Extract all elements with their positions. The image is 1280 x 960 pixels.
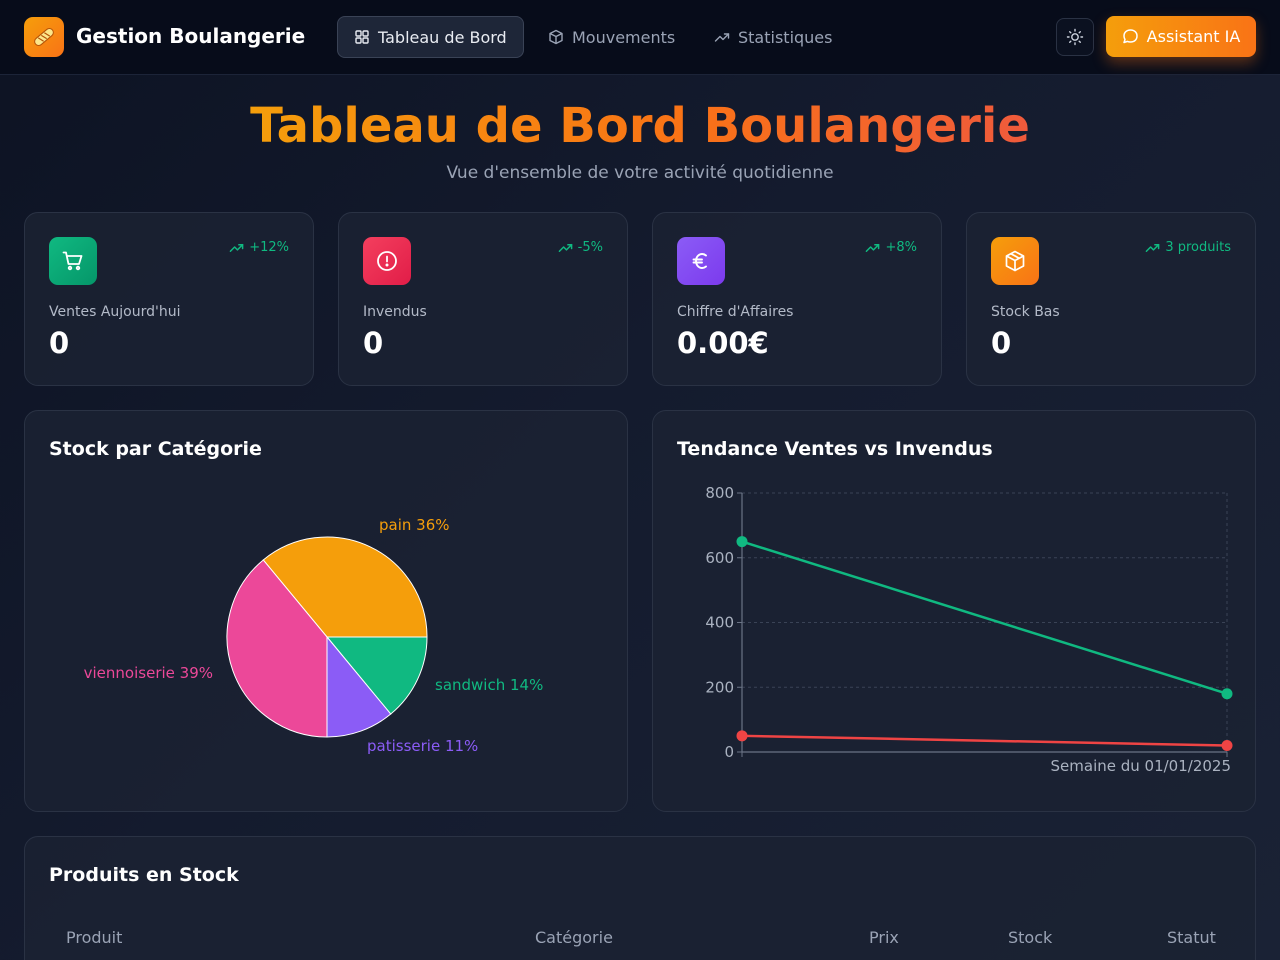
- trending-up-icon: [558, 243, 573, 252]
- stat-label: Stock Bas: [991, 304, 1060, 320]
- stat-value: 0.00€: [677, 326, 769, 360]
- euro-icon: [677, 237, 725, 285]
- pie-label-sandwich: sandwich 14%: [435, 676, 543, 694]
- stat-label: Ventes Aujourd'hui: [49, 304, 181, 320]
- y-tick-label: 0: [724, 743, 734, 761]
- sun-icon: [1066, 28, 1084, 46]
- app-brand: Gestion Boulangerie: [76, 24, 306, 48]
- series-point-1[interactable]: [736, 730, 748, 742]
- pie-label-patisserie: patisserie 11%: [367, 737, 478, 755]
- tab-dashboard-label: Tableau de Bord: [378, 27, 507, 47]
- tab-statistics-label: Statistiques: [738, 27, 833, 47]
- column-header-stock[interactable]: Stock: [1008, 928, 1053, 947]
- column-header-product[interactable]: Produit: [66, 928, 123, 947]
- navbar: Gestion Boulangerie Tableau de Bord Mouv…: [0, 0, 1280, 75]
- stat-trend: +8%: [865, 240, 917, 255]
- pie-chart: pain 36% sandwich 14% patisserie 11% vienno…: [84, 516, 544, 755]
- trending-up-icon: [1146, 243, 1160, 252]
- stat-label: Chiffre d'Affaires: [677, 304, 794, 320]
- ai-assistant-label: Assistant IA: [1146, 27, 1241, 46]
- stat-trend: 3 produits: [1145, 240, 1231, 255]
- pie-slice-sandwich[interactable]: [325, 636, 428, 715]
- sales-trend-chart-card: Tendance Ventes vs Invendus 0 200 400 600 80…: [652, 410, 1256, 812]
- series-line-0: [741, 540, 1228, 695]
- x-axis-label: Semaine du 01/01/2025: [1051, 757, 1231, 775]
- products-table-card: Produits en Stock Produit Catégorie Prix…: [24, 836, 1256, 960]
- series-point-0[interactable]: [736, 536, 748, 548]
- y-tick-label: 200: [705, 678, 734, 696]
- tab-dashboard[interactable]: Tableau de Bord: [337, 16, 524, 58]
- table-title: Produits en Stock: [49, 864, 239, 886]
- stat-label: Invendus: [363, 304, 427, 320]
- stat-card-low-stock: 3 produits Stock Bas 0: [966, 212, 1256, 386]
- stat-value: 0: [49, 326, 70, 360]
- stat-trend: -5%: [558, 240, 603, 255]
- pie-slice-patisserie[interactable]: [326, 635, 392, 738]
- y-tick-label: 600: [705, 549, 734, 567]
- y-tick-label: 800: [705, 484, 734, 502]
- tab-movements-label: Mouvements: [572, 27, 676, 47]
- chart-title: Stock par Catégorie: [49, 438, 262, 460]
- page-subtitle: Vue d'ensemble de votre activité quotidi…: [446, 163, 834, 183]
- stat-value: 0: [363, 326, 384, 360]
- grid-icon: [355, 30, 369, 44]
- stock-category-chart-card: Stock par Catégorie pain 36% sandwich 14%…: [24, 410, 628, 812]
- trending-up-icon: [229, 243, 244, 252]
- alert-icon: [363, 237, 411, 285]
- stat-card-unsold: -5% Invendus 0: [338, 212, 628, 386]
- stat-card-sales: +12% Ventes Aujourd'hui 0: [24, 212, 314, 386]
- column-header-category[interactable]: Catégorie: [535, 928, 613, 947]
- stat-value: 0: [991, 326, 1012, 360]
- chart-title: Tendance Ventes vs Invendus: [677, 438, 993, 460]
- series-point-1[interactable]: [1221, 740, 1233, 752]
- stat-trend: +12%: [229, 240, 289, 255]
- theme-toggle-button[interactable]: [1056, 18, 1094, 56]
- cart-icon: [49, 237, 97, 285]
- box-icon: [549, 29, 563, 45]
- page-title: Tableau de Bord Boulangerie: [250, 98, 1030, 154]
- trending-up-icon: [866, 243, 880, 252]
- y-tick-label: 400: [705, 614, 734, 632]
- tab-movements[interactable]: Mouvements: [532, 16, 691, 58]
- ai-assistant-button[interactable]: Assistant IA: [1106, 16, 1256, 57]
- pie-slice-viennoiserie[interactable]: [226, 559, 328, 738]
- series-point-0[interactable]: [1221, 688, 1233, 700]
- pie-label-pain: pain 36%: [379, 516, 450, 534]
- line-chart: 0 200 400 600 800 Semaine du 01/01/2025: [705, 484, 1233, 775]
- bread-logo-icon: [24, 17, 64, 57]
- series-line-1: [741, 734, 1228, 747]
- pie-label-viennoiserie: viennoiserie 39%: [84, 664, 213, 682]
- tab-statistics[interactable]: Statistiques: [698, 16, 848, 58]
- pie-slice-pain[interactable]: [262, 536, 428, 638]
- column-header-price[interactable]: Prix: [869, 928, 899, 947]
- stat-card-revenue: +8% Chiffre d'Affaires 0.00€: [652, 212, 942, 386]
- chat-bubble-icon: [1122, 29, 1138, 44]
- package-icon: [991, 237, 1039, 285]
- trending-up-icon: [714, 33, 730, 42]
- column-header-status[interactable]: Statut: [1167, 928, 1216, 947]
